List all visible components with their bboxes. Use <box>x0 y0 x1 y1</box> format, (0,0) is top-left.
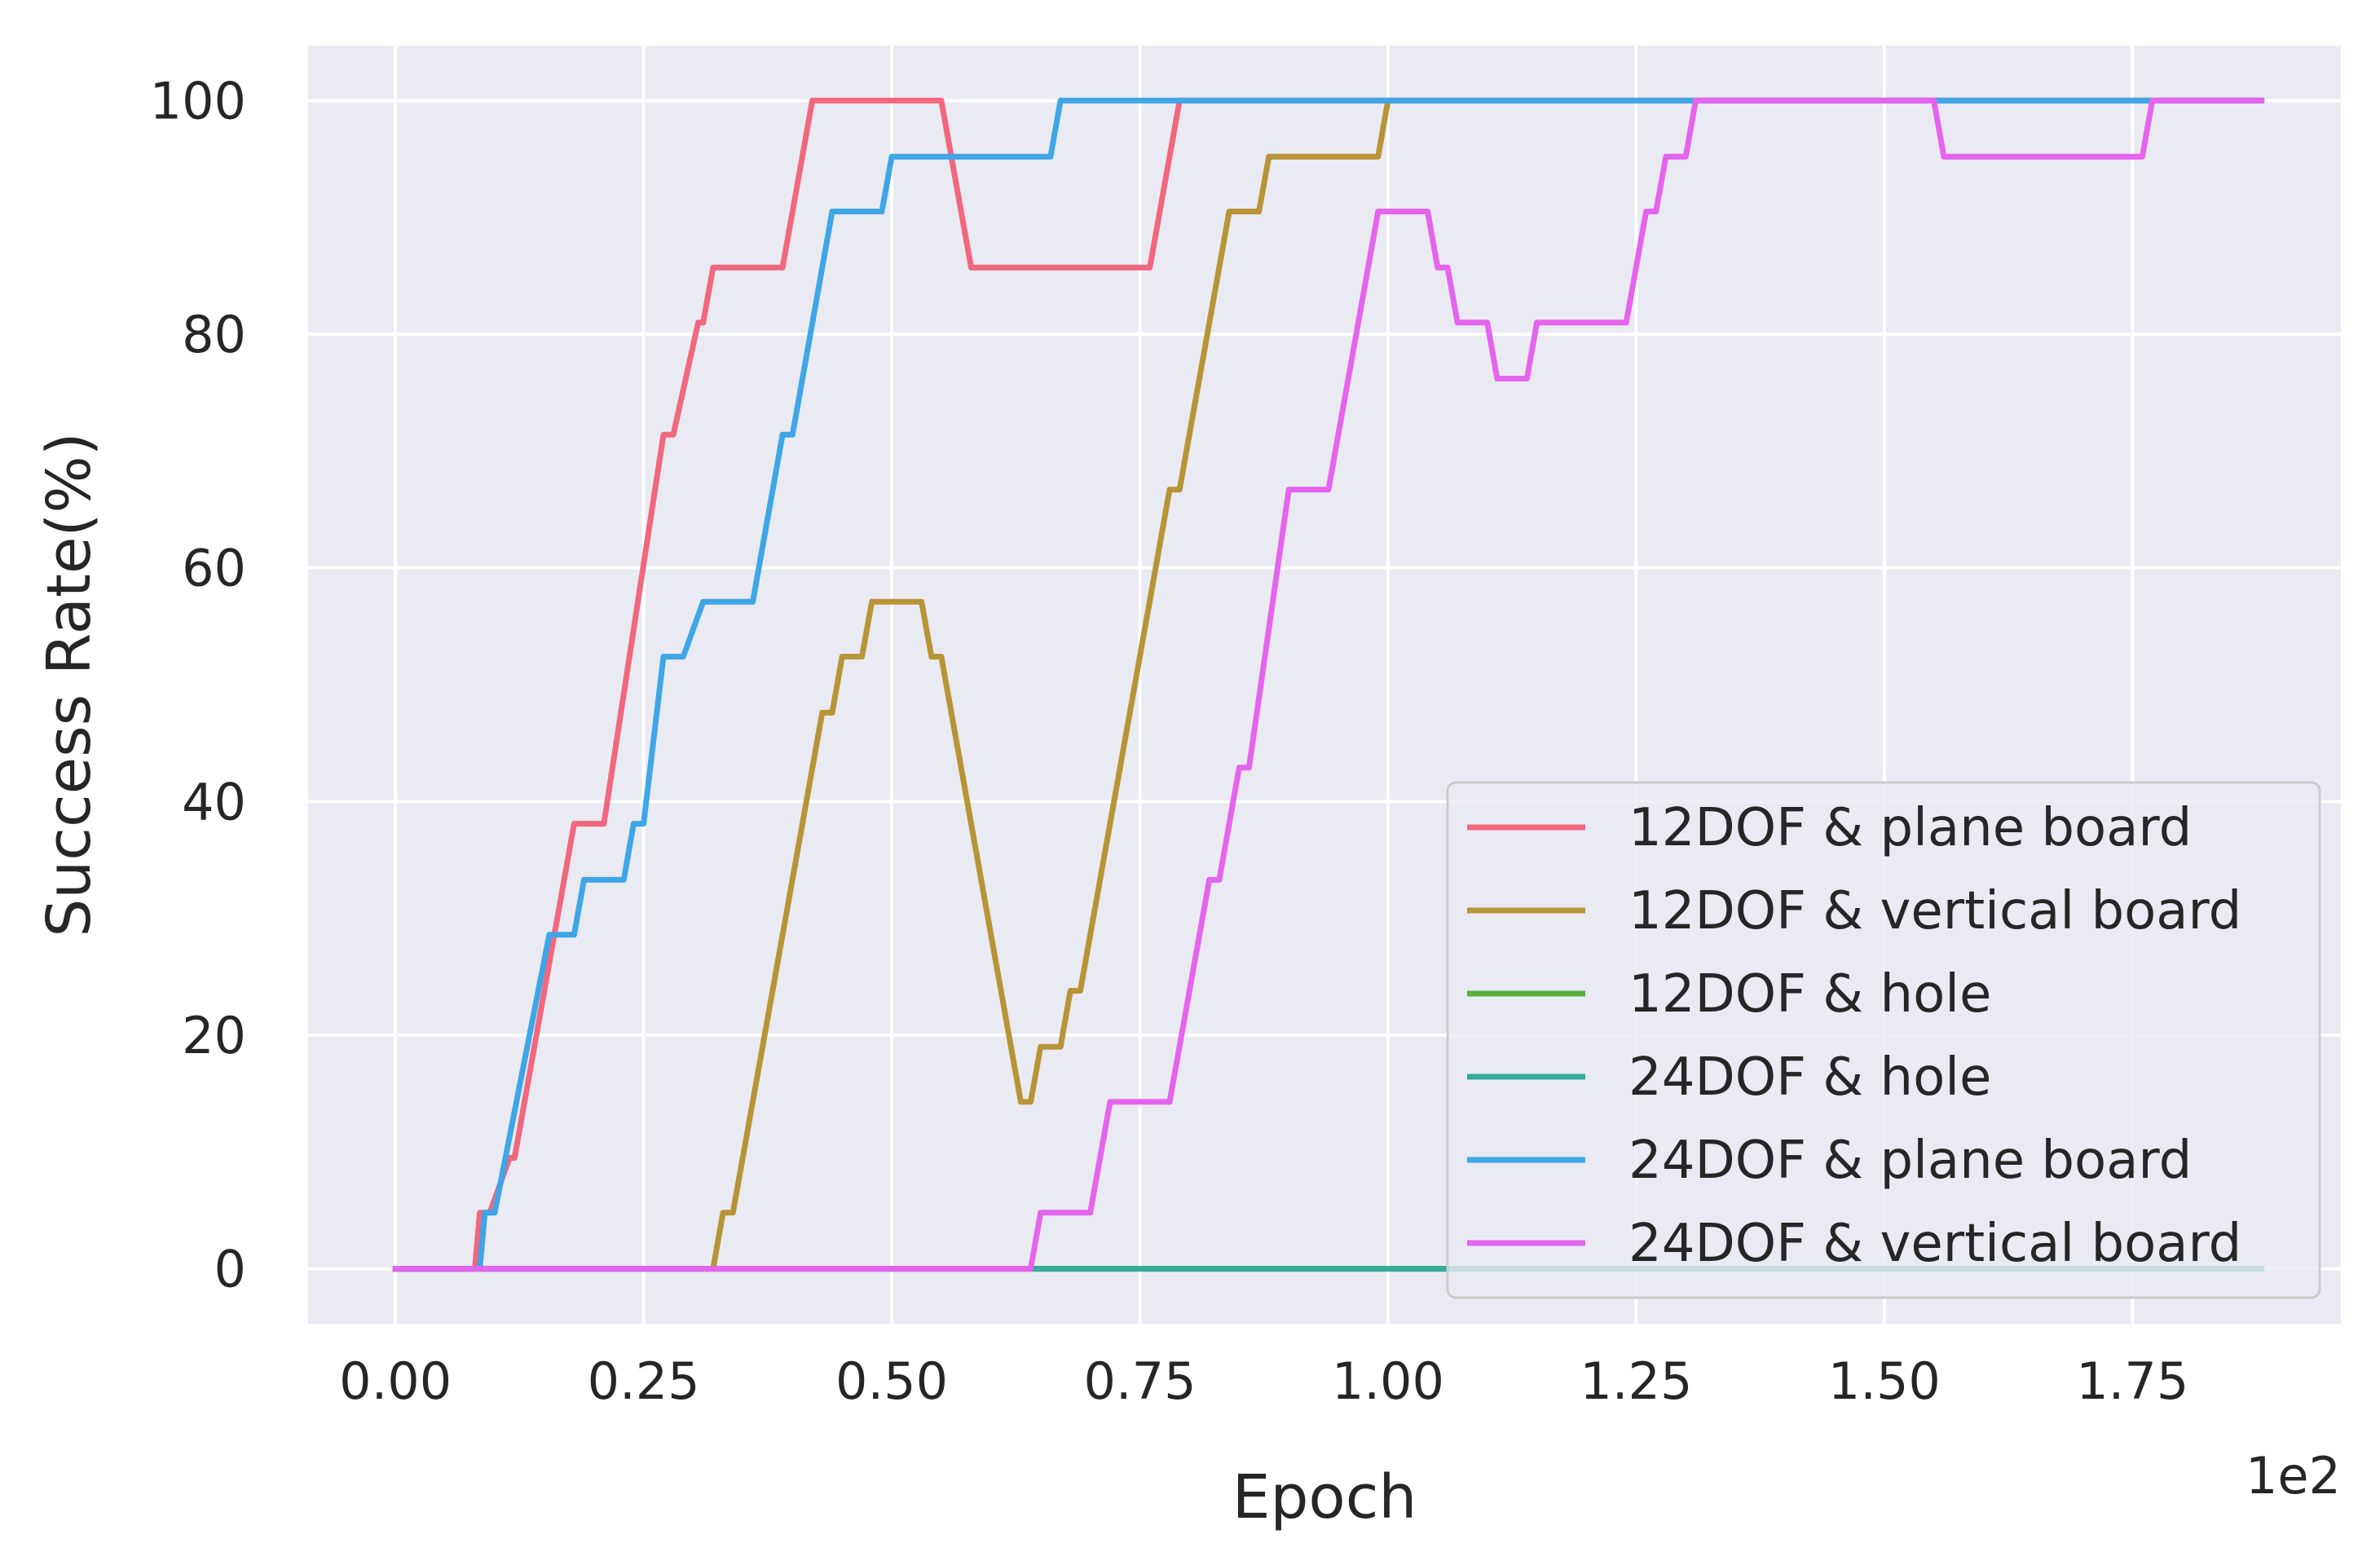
x-tick-label: 0.00 <box>339 1351 452 1411</box>
y-tick-label: 60 <box>182 539 246 598</box>
x-axis-label: Epoch <box>1232 1462 1417 1532</box>
series-line-2 <box>392 97 2265 1272</box>
x-tick-label: 0.75 <box>1083 1351 1196 1411</box>
y-tick-label: 80 <box>182 305 246 364</box>
legend-label: 12DOF & plane board <box>1629 798 2192 858</box>
x-tick-label: 1.25 <box>1580 1351 1692 1411</box>
x-tick-label: 0.50 <box>835 1351 948 1411</box>
series-line-5 <box>392 97 2265 1272</box>
legend-label: 24DOF & hole <box>1629 1047 1991 1108</box>
y-tick-label: 0 <box>214 1240 246 1299</box>
legend: 12DOF & plane board 12DOF & vertical boar… <box>1446 781 2321 1299</box>
series-line-6 <box>392 97 2265 1272</box>
y-tick-label: 100 <box>150 71 246 130</box>
legend-label: 12DOF & vertical board <box>1629 881 2241 941</box>
legend-label: 12DOF & hole <box>1629 964 1991 1025</box>
legend-label: 24DOF & plane board <box>1629 1131 2192 1191</box>
y-tick-label: 20 <box>182 1006 246 1065</box>
y-tick-label: 40 <box>182 772 246 831</box>
x-offset-label: 1e2 <box>2246 1446 2341 1505</box>
series-line-1 <box>392 97 2265 1272</box>
y-tick-labels: 0 20 40 60 80 100 <box>150 71 246 1298</box>
x-tick-label: 0.25 <box>588 1351 700 1411</box>
x-tick-label: 1.75 <box>2076 1351 2188 1411</box>
series-layer <box>392 97 2265 1272</box>
x-tick-labels: 0.00 0.25 0.50 0.75 1.00 1.25 1.50 1.75 <box>339 1351 2188 1411</box>
legend-label: 24DOF & vertical board <box>1629 1214 2241 1274</box>
legend-box <box>1446 781 2321 1299</box>
x-tick-label: 1.50 <box>1828 1351 1941 1411</box>
y-axis-label: Success Rate(%) <box>34 432 104 937</box>
x-tick-label: 1.00 <box>1332 1351 1444 1411</box>
